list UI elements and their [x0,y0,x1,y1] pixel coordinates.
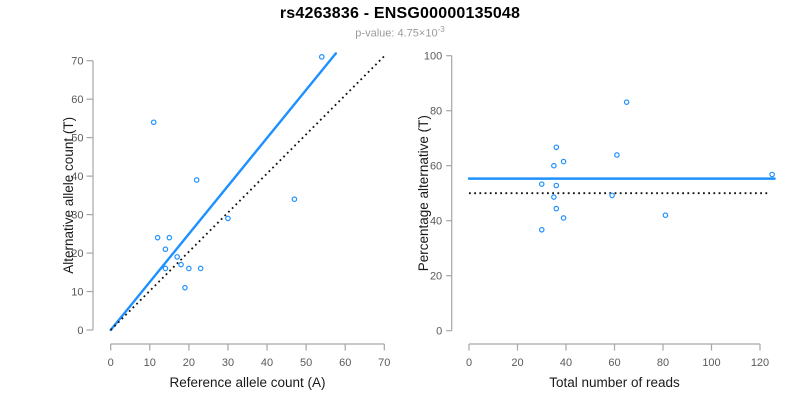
pvalue-subtitle: p-value: 4.75×10-3 [0,25,800,40]
data-point [538,226,545,233]
left-scatter-plot: 0 10 20 30 40 50 60 70 0 10 20 30 40 50 60 70 Reference … [61,52,390,390]
data-point [318,54,325,60]
data-point [538,181,545,187]
pvalue-text: p-value: 4.75×10 [355,27,438,40]
data-point [197,265,204,272]
y-tick-label: 60 [71,94,83,106]
y-tick-label: 20 [71,248,83,260]
data-point [551,162,557,169]
x-axis-title: Reference allele count (A) [169,375,325,390]
x-tick-label: 20 [511,357,523,369]
identity-line [110,53,387,331]
data-point [662,212,669,219]
y-axis-title: Alternative allele count (T) [61,117,76,274]
x-axis-title: Total number of reads [549,375,680,390]
data-point [553,205,560,212]
y-tick-label: 50 [71,132,83,144]
data-point [769,171,775,178]
y-tick-label: 10 [71,286,83,298]
data-point [551,194,557,200]
x-tick-label: 20 [183,357,195,369]
x-tick-label: 60 [339,357,351,369]
y-tick-label: 100 [424,51,442,63]
data-point [291,196,298,202]
x-tick-label: 40 [560,357,572,369]
x-tick-label: 70 [378,357,390,369]
x-tick-label: 40 [261,357,273,369]
figure-header: rs4263836 - ENSG00000135048 p-value: 4.7… [0,5,800,40]
data-point [182,284,188,291]
y-tick-label: 70 [71,56,83,68]
page-title: rs4263836 - ENSG00000135048 [279,5,521,22]
data-point [186,265,192,272]
y-tick-label: 60 [430,161,442,173]
y-tick-label: 80 [430,106,442,118]
data-point [560,215,567,221]
y-tick-label: 40 [71,171,83,183]
right-scatter-plot: 0 20 40 60 80 100 0 20 40 60 80 100 120 Total number … [416,51,776,390]
data-point [553,182,560,189]
data-point [553,144,560,151]
x-tick-label: 0 [466,357,472,369]
fit-line [109,52,338,332]
pvalue-exponent: -3 [437,25,445,34]
data-point [162,246,169,253]
data-point [609,192,615,199]
data-point [193,177,200,183]
y-tick-label: 0 [77,325,83,337]
data-point [614,152,620,158]
data-point [178,261,184,268]
x-tick-label: 30 [222,357,234,369]
data-point [623,99,630,105]
x-tick-label: 0 [108,357,114,369]
data-point [154,234,161,241]
data-point [174,254,180,260]
x-tick-label: 60 [608,357,620,369]
x-tick-label: 80 [657,357,669,369]
data-point [225,215,231,222]
y-tick-label: 0 [436,326,442,338]
x-tick-label: 10 [144,357,156,369]
y-tick-label: 30 [71,209,83,221]
data-point [560,158,567,165]
data-point [166,234,173,241]
y-axis-title: Percentage alternative (T) [416,115,431,271]
x-tick-label: 50 [300,357,312,369]
x-tick-label: 120 [751,357,769,369]
data-point [162,265,169,272]
x-tick-label: 100 [702,357,720,369]
y-tick-label: 40 [430,216,442,228]
data-point [150,119,157,126]
y-tick-label: 20 [430,271,442,283]
